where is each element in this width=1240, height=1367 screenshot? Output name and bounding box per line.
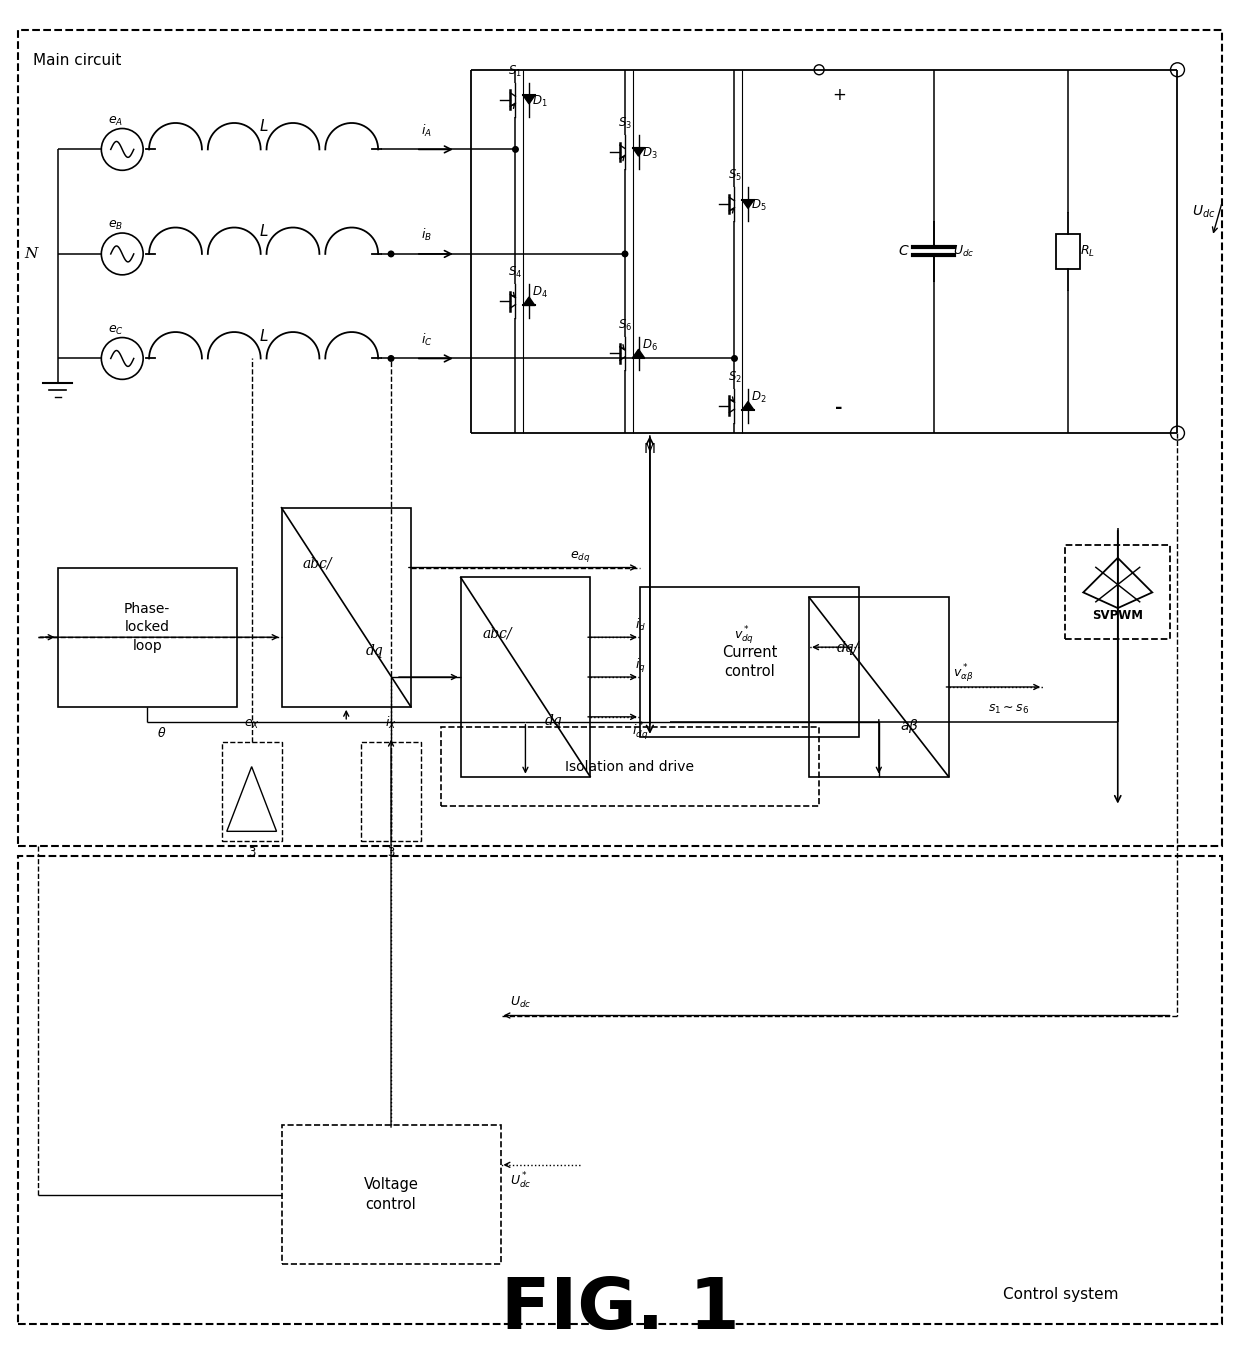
Bar bbox=[640, 588, 859, 737]
Text: dq: dq bbox=[546, 714, 563, 727]
Text: $a\beta$: $a\beta$ bbox=[900, 718, 919, 735]
Text: Voltage
control: Voltage control bbox=[363, 1177, 418, 1213]
Text: $e_C$: $e_C$ bbox=[108, 324, 124, 336]
Text: $D_6$: $D_6$ bbox=[641, 338, 657, 353]
Bar bbox=[57, 567, 237, 707]
Bar bbox=[222, 742, 281, 841]
Polygon shape bbox=[523, 297, 534, 305]
Text: $D_4$: $D_4$ bbox=[532, 286, 548, 301]
Bar bbox=[1065, 545, 1171, 640]
Polygon shape bbox=[632, 148, 645, 156]
Polygon shape bbox=[632, 349, 645, 358]
Text: $R_L$: $R_L$ bbox=[1080, 243, 1095, 258]
Polygon shape bbox=[742, 200, 754, 208]
Bar bbox=[810, 597, 949, 776]
Text: Main circuit: Main circuit bbox=[32, 53, 122, 68]
Text: $U^*_{dc}$: $U^*_{dc}$ bbox=[511, 1170, 532, 1191]
Text: $v^*_{\alpha\beta}$: $v^*_{\alpha\beta}$ bbox=[954, 663, 973, 685]
Text: $e_A$: $e_A$ bbox=[108, 115, 124, 127]
Bar bbox=[17, 30, 1223, 846]
Circle shape bbox=[621, 250, 629, 257]
Circle shape bbox=[388, 250, 394, 257]
Text: $\theta$: $\theta$ bbox=[157, 726, 166, 740]
Bar bbox=[281, 1125, 501, 1264]
Polygon shape bbox=[523, 96, 534, 104]
Text: FIG. 1: FIG. 1 bbox=[501, 1275, 739, 1344]
Polygon shape bbox=[742, 402, 754, 410]
Text: Phase-
locked
loop: Phase- locked loop bbox=[124, 601, 170, 652]
Text: $L$: $L$ bbox=[259, 328, 268, 343]
Text: $L$: $L$ bbox=[259, 223, 268, 239]
Text: abc/: abc/ bbox=[482, 626, 512, 640]
Text: Isolation and drive: Isolation and drive bbox=[565, 760, 694, 774]
Text: $i_q$: $i_q$ bbox=[635, 658, 646, 675]
Text: M: M bbox=[644, 442, 656, 457]
Circle shape bbox=[388, 355, 394, 362]
Text: SVPWM: SVPWM bbox=[1092, 610, 1143, 622]
Text: $S_3$: $S_3$ bbox=[618, 116, 632, 131]
Text: N: N bbox=[24, 247, 37, 261]
Text: $D_2$: $D_2$ bbox=[751, 390, 766, 405]
Text: $U_{dc}$: $U_{dc}$ bbox=[1193, 204, 1216, 220]
Text: $v^*_{dq}$: $v^*_{dq}$ bbox=[734, 625, 755, 648]
Text: -: - bbox=[836, 399, 843, 417]
Text: $i^*_{dq}$: $i^*_{dq}$ bbox=[632, 720, 649, 744]
Text: $e_X$: $e_X$ bbox=[244, 718, 259, 731]
Text: $e_B$: $e_B$ bbox=[108, 219, 124, 232]
Text: Current
control: Current control bbox=[722, 645, 777, 679]
Bar bbox=[440, 727, 820, 807]
Text: $S_1$: $S_1$ bbox=[508, 64, 522, 79]
Text: $S_4$: $S_4$ bbox=[508, 265, 522, 280]
Text: $i_d$: $i_d$ bbox=[635, 618, 646, 633]
Text: $i_C$: $i_C$ bbox=[420, 332, 433, 347]
Text: $L$: $L$ bbox=[259, 119, 268, 134]
Text: $C$: $C$ bbox=[898, 245, 910, 258]
Circle shape bbox=[512, 146, 520, 153]
Text: $U_{dc}$: $U_{dc}$ bbox=[511, 995, 532, 1010]
Text: $U_{dc}$: $U_{dc}$ bbox=[954, 243, 975, 258]
Text: $D_5$: $D_5$ bbox=[751, 198, 766, 213]
Text: $D_3$: $D_3$ bbox=[641, 146, 657, 161]
Bar bbox=[17, 856, 1223, 1325]
Text: $i_X$: $i_X$ bbox=[386, 715, 397, 731]
Text: $s_1 \sim s_6$: $s_1 \sim s_6$ bbox=[988, 703, 1029, 716]
Text: $S_6$: $S_6$ bbox=[618, 317, 632, 332]
Bar bbox=[1055, 234, 1080, 269]
Text: Control system: Control system bbox=[1003, 1288, 1118, 1303]
Text: $S_5$: $S_5$ bbox=[728, 168, 742, 183]
Text: dq/: dq/ bbox=[837, 641, 859, 655]
Text: 3: 3 bbox=[248, 846, 255, 860]
Circle shape bbox=[732, 355, 738, 362]
Bar bbox=[281, 507, 410, 707]
Text: +: + bbox=[832, 86, 846, 104]
Text: dq: dq bbox=[366, 644, 383, 658]
Text: abc/: abc/ bbox=[303, 556, 332, 570]
Text: $D_1$: $D_1$ bbox=[532, 94, 548, 109]
Text: $i_A$: $i_A$ bbox=[420, 123, 432, 138]
Text: $S_2$: $S_2$ bbox=[728, 370, 742, 385]
Bar bbox=[361, 742, 420, 841]
Text: $i_B$: $i_B$ bbox=[420, 227, 432, 243]
Text: $e_{dq}$: $e_{dq}$ bbox=[570, 548, 590, 563]
Text: 3: 3 bbox=[387, 846, 394, 860]
Bar bbox=[461, 577, 590, 776]
